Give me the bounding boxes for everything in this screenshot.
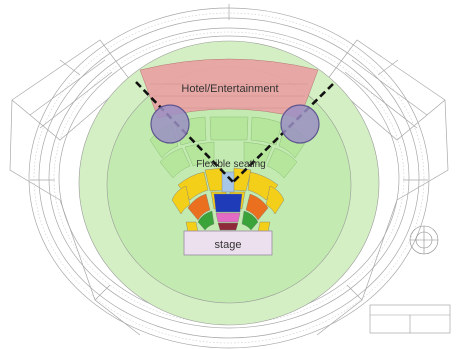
- flexible-seating-label: Flexible seating: [196, 159, 265, 170]
- hotel-entertainment-zone: [139, 58, 319, 119]
- hotel-entertainment-label: Hotel/Entertainment: [181, 83, 278, 95]
- stage-block: [183, 230, 273, 256]
- core-seating-blocks: [171, 167, 285, 233]
- stage-label: stage: [215, 239, 242, 251]
- title-block: [369, 304, 451, 334]
- left-viewpoint-circle: [150, 104, 190, 144]
- right-viewpoint-circle: [280, 104, 320, 144]
- architectural-drawing: [9, 4, 449, 349]
- compass-detail: [409, 225, 439, 255]
